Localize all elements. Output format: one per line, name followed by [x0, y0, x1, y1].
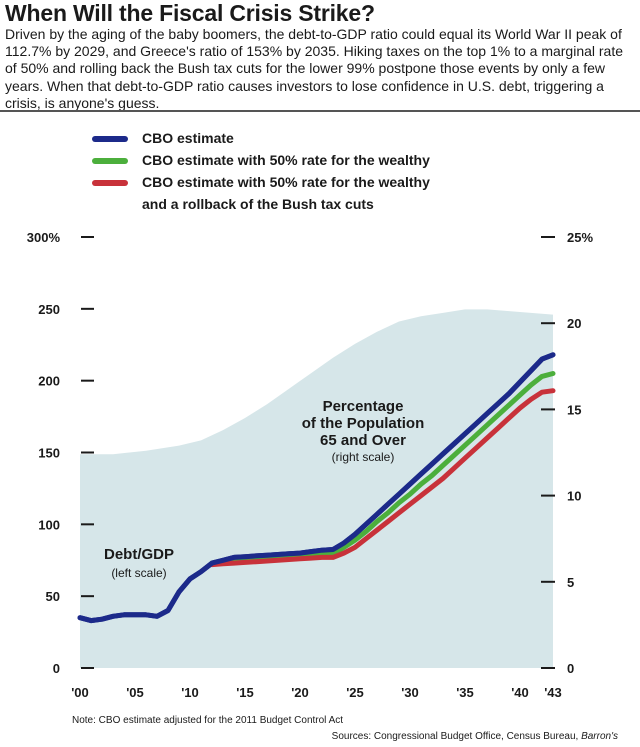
legend-label-rollback: CBO estimate with 50% rate for the wealt…	[142, 174, 430, 190]
x-axis-tick-label: '43	[544, 685, 562, 700]
legend-item-cbo: CBO estimate	[92, 127, 430, 149]
right-axis-tick-label: 0	[567, 661, 574, 676]
population-annotation-line2: of the Population	[301, 415, 425, 432]
population-annotation-line1: Percentage	[322, 398, 404, 415]
left-axis-tick-label: 200	[38, 374, 60, 389]
page-title: When Will the Fiscal Crisis Strike?	[5, 0, 375, 26]
x-axis-tick-label: '00	[71, 685, 89, 700]
x-axis-tick-label: '20	[291, 685, 309, 700]
left-axis-tick-label: 100	[38, 517, 60, 532]
x-axis-tick-label: '25	[346, 685, 364, 700]
population-area	[80, 309, 553, 668]
legend: CBO estimate CBO estimate with 50% rate …	[92, 127, 430, 215]
debt-annotation-sub: (left scale)	[111, 566, 167, 580]
legend-swatch-wealthy	[92, 158, 128, 164]
debt-annotation-line1: Debt/GDP	[103, 546, 174, 563]
x-axis-tick-label: '30	[401, 685, 419, 700]
x-axis-tick-label: '05	[126, 685, 144, 700]
footnote: Note: CBO estimate adjusted for the 2011…	[72, 715, 344, 726]
legend-swatch-cbo	[92, 136, 128, 142]
description-text: Driven by the aging of the baby boomers,…	[5, 26, 624, 111]
left-axis-tick-label: 150	[38, 446, 60, 461]
population-annotation-line3: 65 and Over	[320, 432, 406, 449]
right-axis-tick-label: 15	[567, 402, 581, 417]
header-divider	[0, 110, 640, 112]
legend-label-wealthy: CBO estimate with 50% rate for the wealt…	[142, 152, 430, 168]
legend-label-cbo: CBO estimate	[142, 130, 234, 146]
left-axis-tick-label: 250	[38, 302, 60, 317]
series-line-2	[209, 388, 556, 568]
left-axis-tick-label: 300%	[27, 230, 61, 245]
legend-label-rollback-line2: and a rollback of the Bush tax cuts	[142, 196, 374, 212]
sources-line: Sources: Congressional Budget Office, Ce…	[332, 731, 618, 742]
population-annotation: Percentage of the Population 65 and Over…	[268, 398, 458, 466]
legend-item-rollback: CBO estimate with 50% rate for the wealt…	[92, 171, 430, 215]
x-axis-tick-label: '35	[456, 685, 474, 700]
series-line-cbo-top	[77, 352, 556, 624]
sources-italic: Barron's	[581, 731, 618, 742]
series-line-1	[209, 371, 556, 566]
left-axis-tick-label: 0	[53, 661, 60, 676]
right-axis-tick-label: 25%	[567, 230, 593, 245]
sources-text: Sources: Congressional Budget Office, Ce…	[331, 731, 582, 742]
legend-swatch-rollback	[92, 180, 128, 186]
right-axis-tick-label: 10	[567, 489, 581, 504]
right-axis-tick-label: 20	[567, 316, 581, 331]
debt-annotation: Debt/GDP (left scale)	[84, 546, 194, 582]
x-axis-tick-label: '40	[511, 685, 529, 700]
population-annotation-sub: (right scale)	[331, 450, 395, 464]
x-axis-tick-label: '10	[181, 685, 199, 700]
right-axis-tick-label: 5	[567, 575, 574, 590]
x-axis-tick-label: '15	[236, 685, 254, 700]
legend-item-wealthy: CBO estimate with 50% rate for the wealt…	[92, 149, 430, 171]
left-axis-tick-label: 50	[46, 589, 60, 604]
